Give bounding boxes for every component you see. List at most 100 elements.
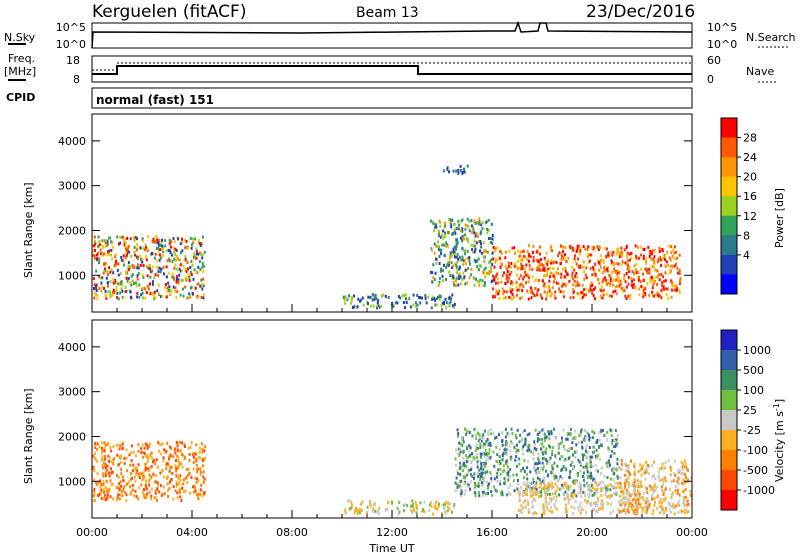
scatter-cell: [557, 451, 560, 455]
scatter-cell: [633, 264, 636, 268]
scatter-cell: [504, 443, 507, 447]
scatter-cell: [627, 476, 630, 480]
scatter-cell: [351, 306, 354, 309]
scatter-cell: [684, 495, 687, 499]
scatter-cell: [353, 511, 356, 515]
scatter-cell: [188, 294, 191, 298]
scatter-cell: [468, 469, 471, 472]
scatter-cell: [592, 436, 594, 440]
scatter-cell: [566, 433, 569, 437]
scatter-cell: [612, 283, 615, 287]
scatter-cell: [552, 261, 555, 265]
scatter-cell: [495, 445, 498, 449]
scatter-cell: [127, 264, 130, 268]
scatter-cell: [550, 248, 552, 251]
scatter-cell: [506, 270, 509, 274]
scatter-cell: [671, 254, 674, 258]
scatter-cell: [628, 252, 631, 256]
scatter-cell: [669, 258, 672, 262]
scatter-cell: [463, 275, 466, 279]
scatter-cell: [457, 472, 459, 475]
scatter-cell: [562, 444, 565, 448]
scatter-cell: [551, 249, 554, 253]
scatter-cell: [633, 511, 636, 515]
scatter-cell: [578, 460, 581, 464]
scatter-cell: [604, 278, 607, 282]
scatter-cell: [637, 489, 639, 493]
scatter-cell: [577, 264, 580, 268]
scatter-cell: [196, 270, 199, 274]
scatter-cell: [660, 497, 662, 501]
scatter-cell: [443, 225, 446, 229]
y-tick-label: 1000: [58, 475, 86, 488]
scatter-cell: [515, 285, 518, 289]
scatter-cell: [553, 275, 556, 279]
scatter-cell: [533, 486, 536, 490]
scatter-cell: [587, 499, 589, 503]
scatter-cell: [602, 288, 605, 292]
scatter-cell: [509, 457, 512, 461]
scatter-cell: [607, 494, 610, 498]
scatter-cell: [535, 448, 538, 452]
scatter-cell: [483, 284, 486, 287]
scatter-cell: [93, 283, 96, 287]
scatter-cell: [610, 477, 612, 481]
scatter-cell: [643, 469, 646, 473]
scatter-cell: [151, 292, 154, 295]
scatter-cell: [572, 295, 575, 299]
scatter-cell: [617, 500, 620, 504]
scatter-cell: [105, 241, 108, 245]
scatter-cell: [117, 297, 120, 301]
scatter-cell: [191, 291, 194, 295]
scatter-cell: [614, 439, 617, 443]
scatter-cell: [593, 287, 595, 291]
scatter-cell: [109, 495, 112, 499]
scatter-cell: [93, 291, 96, 295]
scatter-cell: [622, 501, 625, 505]
scatter-cell: [165, 295, 168, 299]
scatter-cell: [104, 463, 107, 467]
scatter-cell: [551, 481, 554, 485]
scatter-cell: [117, 262, 120, 266]
scatter-cell: [580, 483, 583, 487]
scatter-cell: [179, 449, 182, 453]
scatter-cell: [527, 502, 530, 506]
scatter-cell: [137, 271, 140, 275]
scatter-cell: [592, 486, 594, 489]
scatter-cell: [465, 460, 468, 464]
scatter-cell: [199, 470, 202, 474]
scatter-cell: [566, 486, 568, 490]
scatter-cell: [109, 253, 112, 257]
scatter-cell: [455, 277, 458, 281]
nsearch-label: N.Search: [746, 31, 796, 44]
scatter-cell: [566, 437, 569, 441]
scatter-cell: [657, 293, 660, 297]
scatter-cell: [653, 265, 655, 269]
scatter-cell: [552, 485, 554, 489]
scatter-cell: [397, 512, 400, 516]
scatter-cell: [125, 272, 128, 275]
scatter-cell: [458, 441, 461, 445]
scatter-cell: [195, 481, 198, 485]
scatter-cell: [179, 251, 182, 255]
scatter-cell: [632, 283, 635, 286]
scatter-cell: [588, 495, 591, 499]
scatter-cell: [671, 265, 674, 269]
scatter-cell: [630, 277, 633, 281]
scatter-cell: [164, 286, 167, 290]
scatter-cell: [402, 301, 405, 304]
scatter-cell: [112, 271, 115, 275]
scatter-cell: [350, 298, 353, 302]
scatter-cell: [158, 292, 161, 296]
scatter-cell: [423, 510, 426, 514]
scatter-cell: [473, 250, 476, 254]
scatter-cell: [479, 443, 482, 446]
scatter-cell: [434, 271, 437, 275]
scatter-cell: [481, 279, 484, 283]
scatter-cell: [562, 465, 565, 469]
scatter-cell: [625, 272, 628, 275]
scatter-cell: [510, 297, 513, 301]
scatter-cell: [172, 455, 175, 459]
scatter-cell: [645, 469, 648, 473]
